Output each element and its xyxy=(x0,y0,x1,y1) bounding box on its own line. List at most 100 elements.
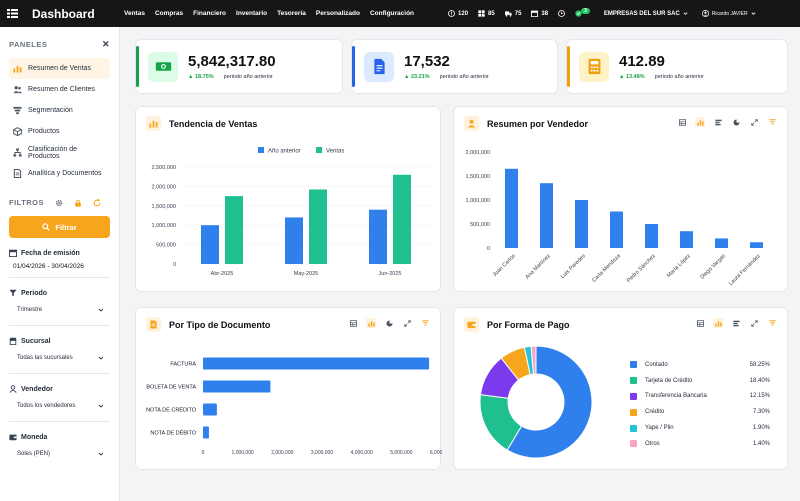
sidebar-item-label: Analítica y Documentos xyxy=(28,170,102,177)
bar-chart-view-icon[interactable] xyxy=(713,318,723,328)
header-stats: 120 85 75 38 3 xyxy=(448,8,590,17)
kpi-body: 17,532 ▲ 23.21% periodo año anterior xyxy=(404,53,489,80)
panels-title: PANELES xyxy=(9,40,48,49)
menu-financiero[interactable]: Financiero xyxy=(193,10,227,17)
pie-chart-view-icon[interactable] xyxy=(384,318,394,328)
kpi-body: 412.89 ▲ 13.48% periodo año anterior xyxy=(619,53,704,80)
user-menu[interactable]: Ricardo JAVIER xyxy=(701,10,756,17)
refresh-icon[interactable] xyxy=(93,198,101,207)
table-view-icon[interactable] xyxy=(695,318,705,328)
kpi-accent-bar xyxy=(136,46,139,87)
kpi-change: ▲ 18.75% xyxy=(188,74,214,80)
pie-chart-view-icon[interactable] xyxy=(731,117,741,127)
divider xyxy=(9,373,110,374)
clock-stat[interactable] xyxy=(558,10,566,17)
card-title: Por Forma de Pago xyxy=(464,317,570,332)
kpi-change-value: 18.75% xyxy=(194,74,214,80)
moneda-select[interactable]: Soles (PEN) xyxy=(9,445,110,462)
alerts-stat[interactable]: 120 xyxy=(448,10,468,17)
lock-icon[interactable] xyxy=(74,199,82,207)
legend-item: Transferencia Bancaria 12.15% xyxy=(630,389,770,405)
chat-stat[interactable]: 3 xyxy=(575,8,590,17)
menu-personalizado[interactable]: Personalizado xyxy=(315,10,360,17)
table-view-icon[interactable] xyxy=(348,318,358,328)
legend-swatch xyxy=(258,147,264,153)
menu-inventario[interactable]: Inventario xyxy=(236,10,268,17)
legend-label: Contado xyxy=(645,361,668,368)
vendedor-chart: 0 500,000 1,000,000 1,500,000 2,000,000 Juan … xyxy=(466,150,763,287)
app-title: Dashboard xyxy=(32,6,95,21)
menu-ventas[interactable]: Ventas xyxy=(124,10,145,17)
bar xyxy=(203,380,271,393)
kpi-accent-bar xyxy=(567,46,570,87)
grid-count: 85 xyxy=(488,10,495,17)
bar xyxy=(645,224,658,248)
truck-stat[interactable]: 75 xyxy=(504,10,521,17)
legend-value: 12.15% xyxy=(749,393,770,400)
bar xyxy=(203,403,217,416)
bar-chart-view-icon[interactable] xyxy=(695,117,705,127)
menu-compras[interactable]: Compras xyxy=(154,10,184,17)
filter-settings-icon[interactable] xyxy=(767,318,777,328)
expand-icon[interactable] xyxy=(402,318,412,328)
filter-settings-icon[interactable] xyxy=(767,117,777,127)
expand-icon[interactable] xyxy=(749,318,759,328)
sidebar-item-resumen-clientes[interactable]: Resumen de Clientes xyxy=(9,79,110,100)
sidebar-item-resumen-ventas[interactable]: Resumen de Ventas xyxy=(9,58,110,79)
sidebar-item-label: Resumen de Ventas xyxy=(28,65,92,72)
card-resumen-vendedor: Resumen por Vendedor 0 500,000 1,000,000 1,… xyxy=(453,106,788,292)
card-title-text: Tendencia de Ventas xyxy=(169,118,258,129)
bar-chart-icon xyxy=(146,116,161,131)
vendedor-select[interactable]: Todos los vendedores xyxy=(9,397,110,414)
legend-label: Transferencia Bancaria xyxy=(645,393,707,400)
moneda-label: Moneda xyxy=(9,433,110,441)
users-icon xyxy=(13,86,22,94)
y-tick-label: 2,000,000 xyxy=(466,150,490,156)
card-forma-pago: Por Forma de Pago Contado 58.25% Tarjeta d… xyxy=(453,307,788,470)
date-range-field[interactable]: 01/04/2026 - 30/04/2026 xyxy=(13,263,84,270)
company-selector[interactable]: EMPRESAS DEL SUR SAC xyxy=(604,11,688,17)
legend-value: 7.30% xyxy=(752,409,770,416)
sucursal-select[interactable]: Todas las sucursales xyxy=(9,349,110,366)
filter-settings-icon[interactable] xyxy=(420,318,430,328)
legend-swatch xyxy=(630,377,637,385)
expand-icon[interactable] xyxy=(749,117,759,127)
kpi-caption: periodo año anterior xyxy=(654,74,704,80)
menu-grid-icon[interactable] xyxy=(0,9,24,18)
gear-icon[interactable] xyxy=(55,199,63,207)
menu-configuracion[interactable]: Configuración xyxy=(369,10,415,17)
sidebar: PANELES ✕ Resumen de Ventas Resumen de C… xyxy=(0,27,120,501)
periodo-label: Periodo xyxy=(9,289,110,297)
bar-chart-icon xyxy=(13,65,22,73)
x-tick-label: María López xyxy=(666,253,692,279)
horizontal-bar-view-icon[interactable] xyxy=(731,318,741,328)
menu-tesoreria[interactable]: Tesorería xyxy=(277,10,306,17)
panels-list: Resumen de Ventas Resumen de Clientes Se… xyxy=(9,58,110,184)
sidebar-item-analitica[interactable]: Analítica y Documentos xyxy=(9,163,110,184)
close-icon[interactable]: ✕ xyxy=(101,39,110,49)
bar-chart-view-icon[interactable] xyxy=(366,318,376,328)
hierarchy-icon xyxy=(13,148,22,157)
filter-button[interactable]: Filtrar xyxy=(9,216,110,238)
sidebar-item-label: Resumen de Clientes xyxy=(28,86,95,93)
chevron-down-icon xyxy=(98,308,104,312)
table-view-icon[interactable] xyxy=(677,117,687,127)
legend-item: Tarjeta de Crédito 18.40% xyxy=(630,373,770,389)
periodo-select[interactable]: Trimestre xyxy=(9,301,110,318)
horizontal-bar-view-icon[interactable] xyxy=(713,117,723,127)
sidebar-item-label: Clasificación de Productos xyxy=(28,145,78,160)
bar xyxy=(203,426,209,439)
card-title: Por Tipo de Documento xyxy=(146,317,270,332)
y-tick-label: NOTA DE CRÉDITO xyxy=(146,407,197,414)
sidebar-item-productos[interactable]: Productos xyxy=(9,121,110,142)
kpi-value: 17,532 xyxy=(404,53,450,70)
kpi-subline: ▲ 18.75% periodo año anterior xyxy=(188,74,276,80)
panels-header: PANELES ✕ xyxy=(9,39,110,50)
bar xyxy=(575,200,588,248)
bar xyxy=(225,196,243,264)
calendar-stat[interactable]: 38 xyxy=(531,10,548,17)
sidebar-item-clasificacion[interactable]: Clasificación de Productos xyxy=(9,142,110,163)
grid-stat[interactable]: 85 xyxy=(478,10,495,17)
sidebar-item-segmentacion[interactable]: Segmentación xyxy=(9,100,110,121)
legend-label: Yape / Plin xyxy=(645,425,674,432)
